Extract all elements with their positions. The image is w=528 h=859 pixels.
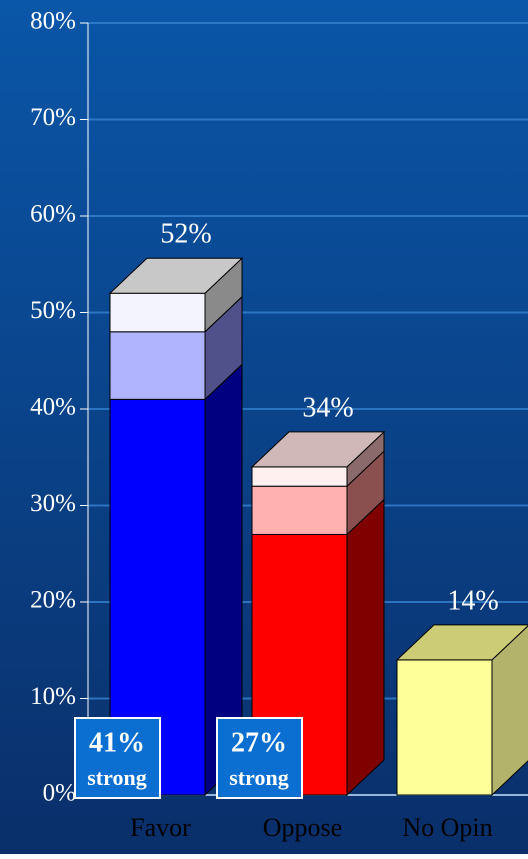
strong-box xyxy=(74,717,161,799)
y-tick-label: 50% xyxy=(30,297,76,324)
bar-segment xyxy=(251,466,348,487)
bar-segment xyxy=(251,485,348,535)
total-label: 34% xyxy=(302,392,353,423)
bar-top xyxy=(395,624,528,661)
bar-top xyxy=(250,431,386,468)
bar-segment xyxy=(109,292,206,333)
total-label: 14% xyxy=(447,585,498,616)
bar-side xyxy=(346,498,385,797)
value-label: 27% xyxy=(231,727,287,758)
x-tick-label: Favor xyxy=(130,813,191,842)
total-label: 52% xyxy=(160,219,211,250)
bar-segment xyxy=(109,331,206,400)
y-tick-label: 0% xyxy=(43,780,76,807)
value-label: 41% xyxy=(89,727,145,758)
bar-segment xyxy=(396,659,493,796)
y-tick-label: 70% xyxy=(30,104,76,131)
x-tick-label: Oppose xyxy=(263,813,342,842)
y-tick-label: 80% xyxy=(30,8,76,35)
strong-label: strong xyxy=(87,765,147,790)
strong-label: strong xyxy=(229,765,289,790)
y-tick-label: 40% xyxy=(30,394,76,421)
y-tick-label: 10% xyxy=(30,683,76,710)
bar-top xyxy=(108,257,244,294)
y-tick-label: 30% xyxy=(30,490,76,517)
y-tick-label: 20% xyxy=(30,587,76,614)
y-tick-label: 60% xyxy=(30,201,76,228)
x-tick-label: No Opin xyxy=(402,813,492,842)
strong-box xyxy=(216,717,303,799)
